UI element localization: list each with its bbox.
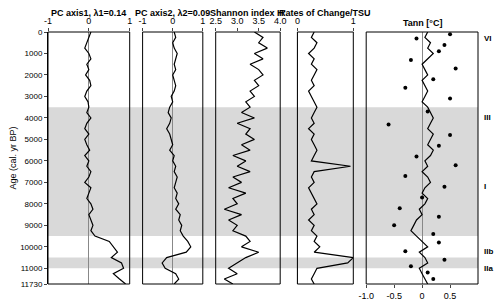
svg-text:3.5: 3.5 [252,16,265,26]
svg-text:PC axis2, λ2=0.09: PC axis2, λ2=0.09 [135,8,210,18]
svg-text:6000: 6000 [25,157,43,166]
svg-text:Age (cal. yr BP): Age (cal. yr BP) [8,126,18,189]
svg-text:0: 0 [38,28,43,37]
svg-text:0: 0 [295,16,300,26]
svg-text:4.0: 4.0 [274,16,287,26]
svg-text:11730: 11730 [21,280,43,289]
svg-text:2000: 2000 [25,71,43,80]
svg-text:10000: 10000 [20,243,43,252]
svg-text:III: III [484,113,491,122]
svg-text:7000: 7000 [25,178,43,187]
svg-text:1: 1 [351,16,356,26]
svg-text:Rates of Change/TSU: Rates of Change/TSU [279,8,371,18]
svg-text:IIa: IIa [484,264,493,273]
svg-text:1000: 1000 [25,49,43,58]
svg-text:1: 1 [127,16,132,26]
svg-text:-1: -1 [139,16,147,26]
svg-text:VI: VI [484,34,492,43]
svg-text:3000: 3000 [25,92,43,101]
svg-text:0: 0 [420,291,425,301]
svg-text:11000: 11000 [21,264,43,273]
svg-text:Shannon index H': Shannon index H' [210,8,286,18]
svg-text:0: 0 [86,16,91,26]
svg-text:2.5: 2.5 [209,16,222,26]
svg-text:I: I [484,182,486,191]
svg-text:IIb: IIb [484,247,493,256]
svg-text:4000: 4000 [25,114,43,123]
svg-text:0.5: 0.5 [444,291,457,301]
svg-text:PC axis1, λ1=0.14: PC axis1, λ1=0.14 [51,8,126,18]
svg-text:0: 0 [170,16,175,26]
svg-text:9000: 9000 [25,221,43,230]
svg-text:1: 1 [200,16,205,26]
svg-text:-0.5: -0.5 [386,291,402,301]
svg-text:5000: 5000 [25,135,43,144]
svg-text:-1: -1 [44,16,52,26]
svg-text:8000: 8000 [25,200,43,209]
svg-text:Tann [°C]: Tann [°C] [403,18,442,28]
svg-text:3.0: 3.0 [231,16,244,26]
svg-text:-1.0: -1.0 [358,291,374,301]
